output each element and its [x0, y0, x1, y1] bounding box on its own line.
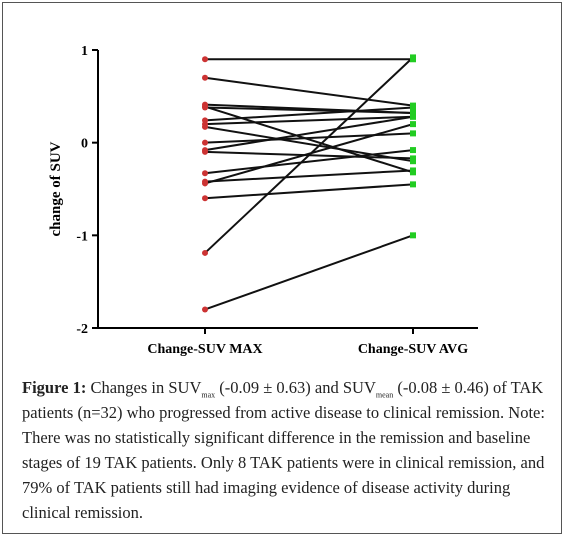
x-tick-label: Change-SUV AVG: [358, 342, 468, 357]
caption-text-3: (-0.08 ± 0.46) of TAK patients (n=32) wh…: [22, 378, 545, 522]
chart: 1 0 -1 -2 Change-SUV MAX Change-SUV AVG change…: [48, 44, 478, 357]
data-point-avg: [410, 130, 416, 137]
series-line: [204, 234, 414, 311]
series-line: [204, 132, 414, 144]
series-line: [204, 106, 414, 122]
data-point-max: [202, 56, 208, 63]
data-point-max: [202, 170, 208, 177]
data-point-avg: [410, 54, 416, 61]
data-point-max: [202, 306, 208, 313]
y-tick-label: -2: [76, 322, 88, 337]
figure-frame: [2, 2, 562, 534]
data-point-avg: [410, 167, 416, 174]
series-line: [204, 56, 414, 254]
data-point-max: [202, 195, 208, 202]
series-line: [204, 115, 414, 126]
data-point-max: [202, 74, 208, 81]
y-tick-label: 0: [81, 137, 88, 152]
data-point-avg: [410, 232, 416, 239]
series-lines: [204, 56, 414, 311]
chart-axes: [92, 49, 478, 334]
data-point-avg: [410, 181, 416, 188]
data-point-max: [202, 180, 208, 187]
caption-text-1: Changes in SUV: [86, 378, 202, 397]
series-line: [204, 169, 414, 183]
series-markers: [202, 54, 416, 313]
series-line: [204, 125, 414, 163]
y-tick-label: 1: [81, 44, 88, 59]
series-line: [204, 149, 414, 175]
y-tick-label: -1: [76, 229, 88, 244]
series-line: [204, 106, 414, 115]
data-point-avg: [410, 113, 416, 120]
data-point-max: [202, 249, 208, 256]
data-point-avg: [410, 155, 416, 162]
caption-text-2: (-0.09 ± 0.63) and SUV: [215, 378, 376, 397]
data-point-avg: [410, 110, 416, 117]
x-tick-label: Change-SUV MAX: [147, 342, 262, 357]
y-axis-title: change of SUV: [48, 141, 64, 236]
data-point-max: [202, 148, 208, 155]
data-point-max: [202, 104, 208, 111]
series-line: [204, 115, 414, 152]
data-point-avg: [410, 104, 416, 111]
data-point-avg: [410, 147, 416, 154]
series-line: [204, 76, 414, 107]
caption-sub-mean: mean: [375, 390, 394, 400]
caption-sub-max: max: [201, 390, 216, 400]
axis-labels: 1 0 -1 -2 Change-SUV MAX Change-SUV AVG change…: [48, 44, 468, 357]
series-line: [204, 123, 414, 185]
series-line: [204, 183, 414, 200]
data-point-avg: [410, 121, 416, 128]
figure-caption: Figure 1: Changes in SUVmax (-0.09 ± 0.6…: [22, 375, 550, 525]
data-point-max: [202, 123, 208, 130]
caption-label: Figure 1:: [22, 378, 87, 397]
data-point-max: [202, 139, 208, 146]
